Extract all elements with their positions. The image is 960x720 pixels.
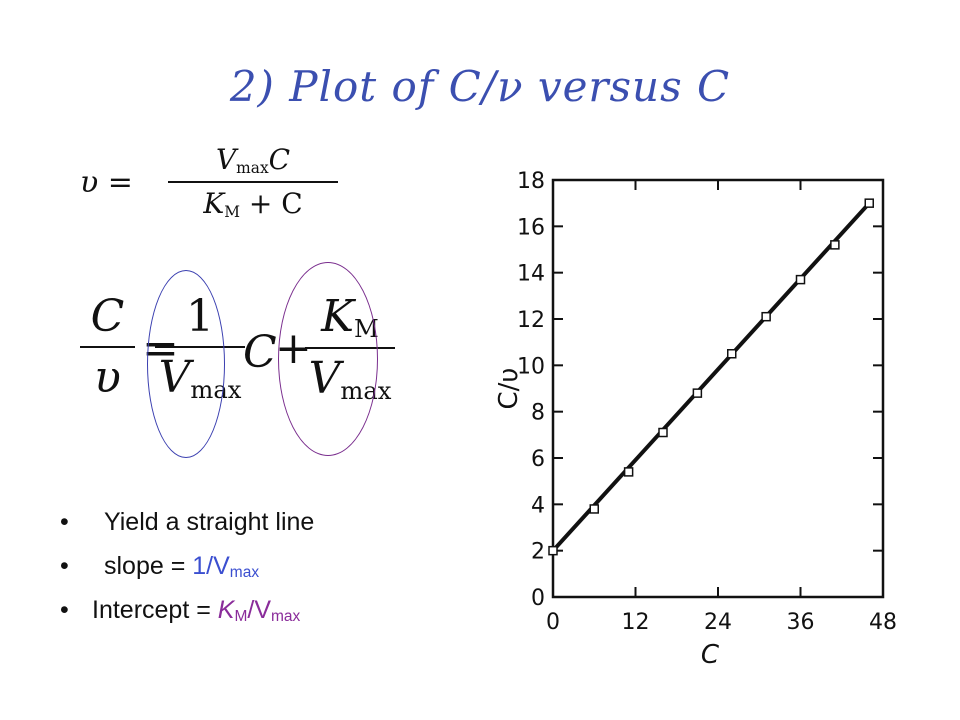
data-point xyxy=(830,240,840,250)
x-tick-label: 12 xyxy=(622,610,650,635)
x-tick-label: 48 xyxy=(869,610,897,635)
equation-lhs: υ = xyxy=(80,165,133,200)
fit-line xyxy=(551,201,871,553)
data-point xyxy=(692,388,703,398)
x-tick-label: 36 xyxy=(787,610,815,635)
y-tick-label: 16 xyxy=(517,215,545,240)
y-tick-label: 6 xyxy=(531,447,545,472)
y-tick-label: 2 xyxy=(531,540,545,565)
bullet-item: Intercept = KM/Vmax xyxy=(60,588,314,632)
y-tick-label: 10 xyxy=(517,354,545,379)
y-tick-label: 14 xyxy=(517,262,545,287)
x-axis-label: C xyxy=(701,640,720,670)
data-point xyxy=(548,545,558,556)
slope-circle xyxy=(147,270,225,458)
bullet-item: Yield a straight line xyxy=(60,500,314,544)
y-axis-label: C/υ xyxy=(494,368,524,410)
fraction-bar xyxy=(168,180,338,183)
data-point xyxy=(864,198,874,208)
intercept-value: KM/Vmax xyxy=(217,596,301,626)
slope-value: 1/Vmax xyxy=(192,552,260,582)
y-tick-label: 12 xyxy=(517,308,545,333)
data-point xyxy=(623,467,634,477)
lhs-fraction: C υ xyxy=(80,291,135,403)
y-tick-label: 4 xyxy=(531,493,545,518)
y-tick-label: 18 xyxy=(517,169,545,194)
data-point xyxy=(589,504,599,514)
data-point xyxy=(658,427,668,438)
data-point xyxy=(761,311,771,322)
intercept-circle xyxy=(278,262,378,456)
x-tick-label: 0 xyxy=(546,610,560,635)
bullet-list: Yield a straight line slope = 1/Vmax Int… xyxy=(60,500,314,632)
y-tick-label: 8 xyxy=(531,401,545,426)
slide-title: 2) Plot of C/ν versus C xyxy=(229,62,731,111)
equation-fraction: VmaxC KM + C xyxy=(168,143,338,221)
michaelis-menten-equation: υ = VmaxC KM + C xyxy=(80,143,350,228)
bullet-item: slope = 1/Vmax xyxy=(60,544,314,588)
variable-c: C xyxy=(243,327,277,378)
y-tick-label: 0 xyxy=(531,586,545,611)
data-point xyxy=(727,349,737,359)
fraction-denominator: KM + C xyxy=(203,186,303,221)
data-point xyxy=(795,274,806,285)
x-tick-label: 24 xyxy=(704,610,732,635)
fraction-numerator: VmaxC xyxy=(215,143,291,177)
